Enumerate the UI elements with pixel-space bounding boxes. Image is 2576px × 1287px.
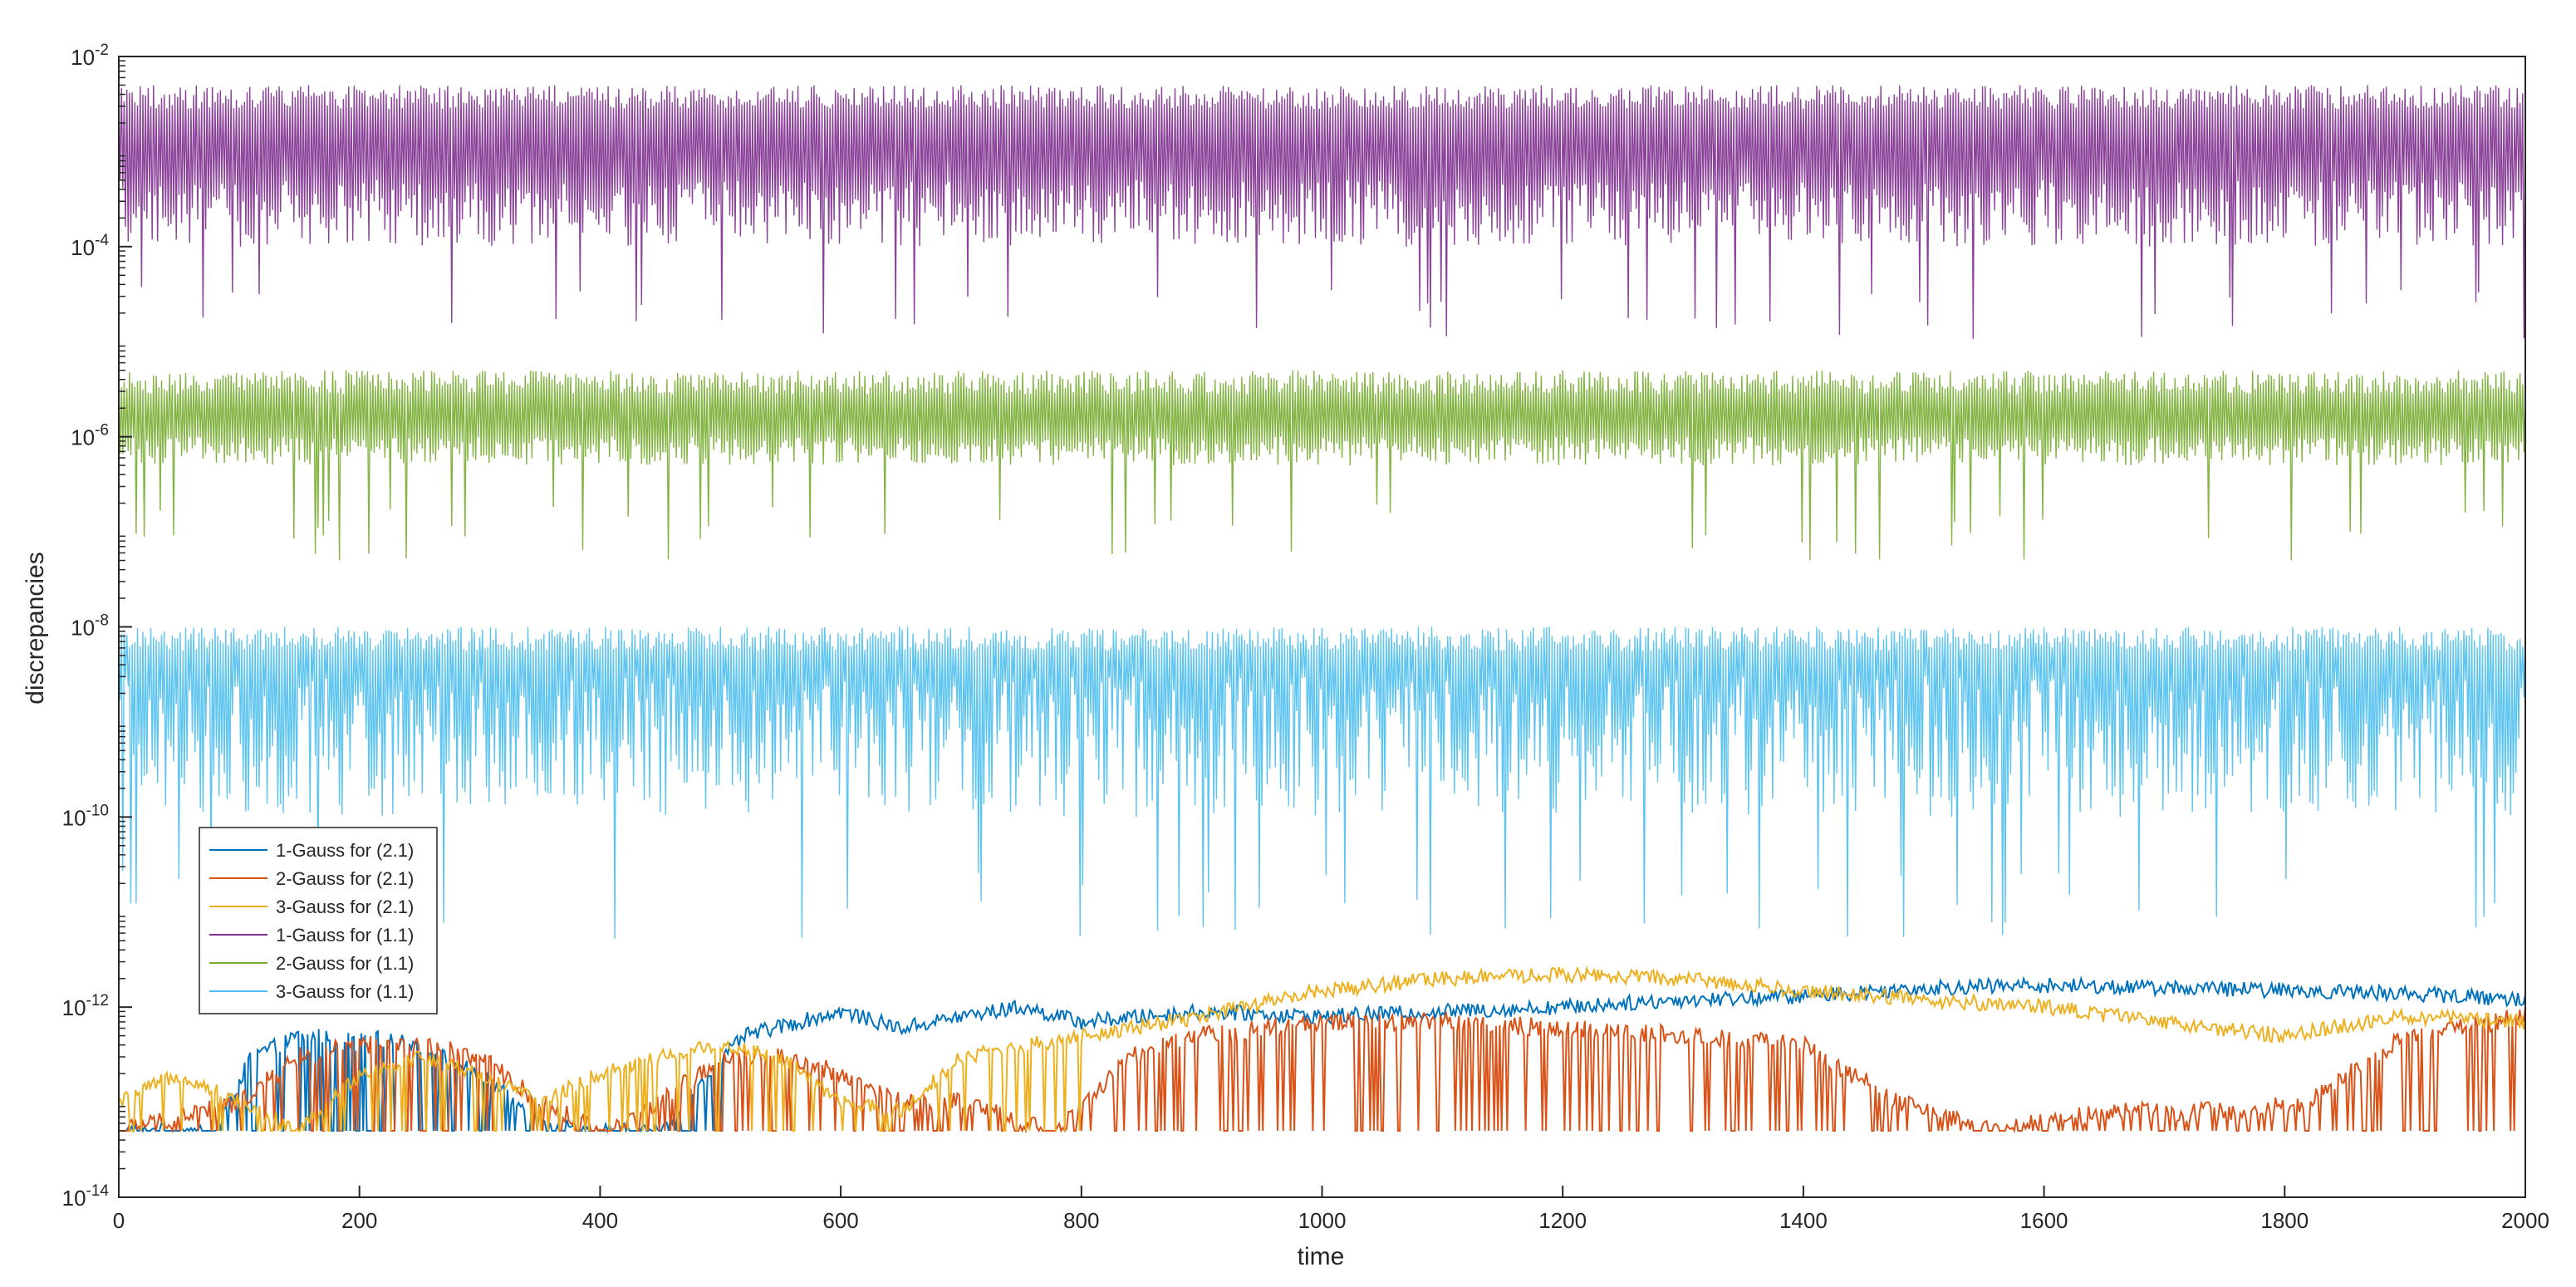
series-line [118, 965, 2526, 1132]
y-tick-label: 10-14 [62, 1182, 110, 1211]
x-tick-label: 0 [113, 1208, 125, 1233]
series-line [119, 975, 2526, 1134]
legend-entry: 3-Gauss for (1.1) [276, 981, 414, 1002]
series-layer [118, 85, 2526, 1134]
y-tick-label: 10-2 [71, 42, 109, 70]
series-line [118, 85, 2526, 339]
y-tick-label: 10-12 [62, 992, 109, 1020]
legend-entry: 2-Gauss for (1.1) [276, 953, 414, 974]
x-tick-label: 1800 [2260, 1208, 2309, 1233]
legend-entry: 1-Gauss for (2.1) [276, 840, 414, 861]
y-tick-label: 10-8 [71, 612, 109, 641]
legend-entry: 1-Gauss for (1.1) [276, 925, 414, 946]
y-tick-label: 10-4 [71, 232, 109, 260]
legend-entry: 3-Gauss for (2.1) [276, 896, 414, 917]
x-tick-label: 200 [341, 1208, 377, 1233]
legend: 1-Gauss for (2.1) 2-Gauss for (2.1) 3-Gaus… [199, 827, 438, 1014]
x-tick-label: 1000 [1298, 1208, 1347, 1233]
x-tick-label: 800 [1063, 1208, 1099, 1233]
legend-entry: 2-Gauss for (2.1) [276, 868, 414, 889]
y-tick-label: 10-6 [71, 422, 109, 450]
series-line [118, 626, 2526, 939]
x-tick-label: 1200 [1538, 1208, 1587, 1233]
y-tick-label: 10-10 [62, 802, 109, 830]
legend-box [199, 827, 438, 1014]
series-line [118, 370, 2526, 561]
axes-layer: 0 200 400 600 800 1000 1200 1400 1600 1800 2000 10-… [62, 42, 2549, 1233]
x-tick-label: 600 [822, 1208, 858, 1233]
x-tick-label: 1600 [2020, 1208, 2068, 1233]
x-tick-label: 2000 [2501, 1208, 2549, 1233]
x-tick-label: 400 [582, 1208, 618, 1233]
x-tick-label: 1400 [1779, 1208, 1828, 1233]
x-axis-label: time [1298, 1243, 1345, 1270]
series-line [119, 1007, 2526, 1134]
y-axis-label: discrepancies [22, 552, 49, 704]
